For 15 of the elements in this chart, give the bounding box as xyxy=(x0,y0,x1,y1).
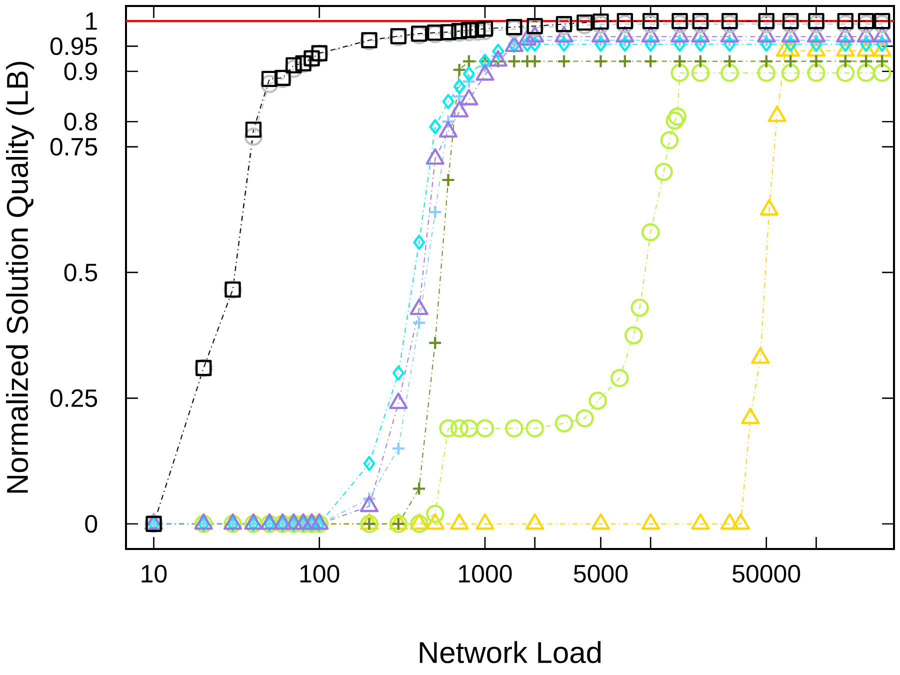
x-tick-label: 100 xyxy=(300,564,340,583)
y-tick-label: 0.25 xyxy=(50,389,98,408)
y-tick-label: 1 xyxy=(86,12,97,30)
x-tick-label: 50000 xyxy=(732,564,800,583)
y-axis-title: Normalized Solution Quality (LB) xyxy=(6,62,34,493)
y-tick-label: 0.5 xyxy=(64,264,98,282)
y-tick-label: 0.9 xyxy=(64,62,97,80)
x-tick-label: 1000 xyxy=(459,564,512,583)
y-tick-label: 0 xyxy=(85,515,98,533)
y-tick-label: 0.95 xyxy=(50,37,98,56)
x-tick-label: 10 xyxy=(142,564,167,583)
x-axis-title: Network Load xyxy=(420,641,601,664)
y-tick-label: 0.8 xyxy=(64,112,98,130)
y-tick-label: 0.75 xyxy=(50,138,98,156)
x-tick-label: 5000 xyxy=(574,564,628,583)
